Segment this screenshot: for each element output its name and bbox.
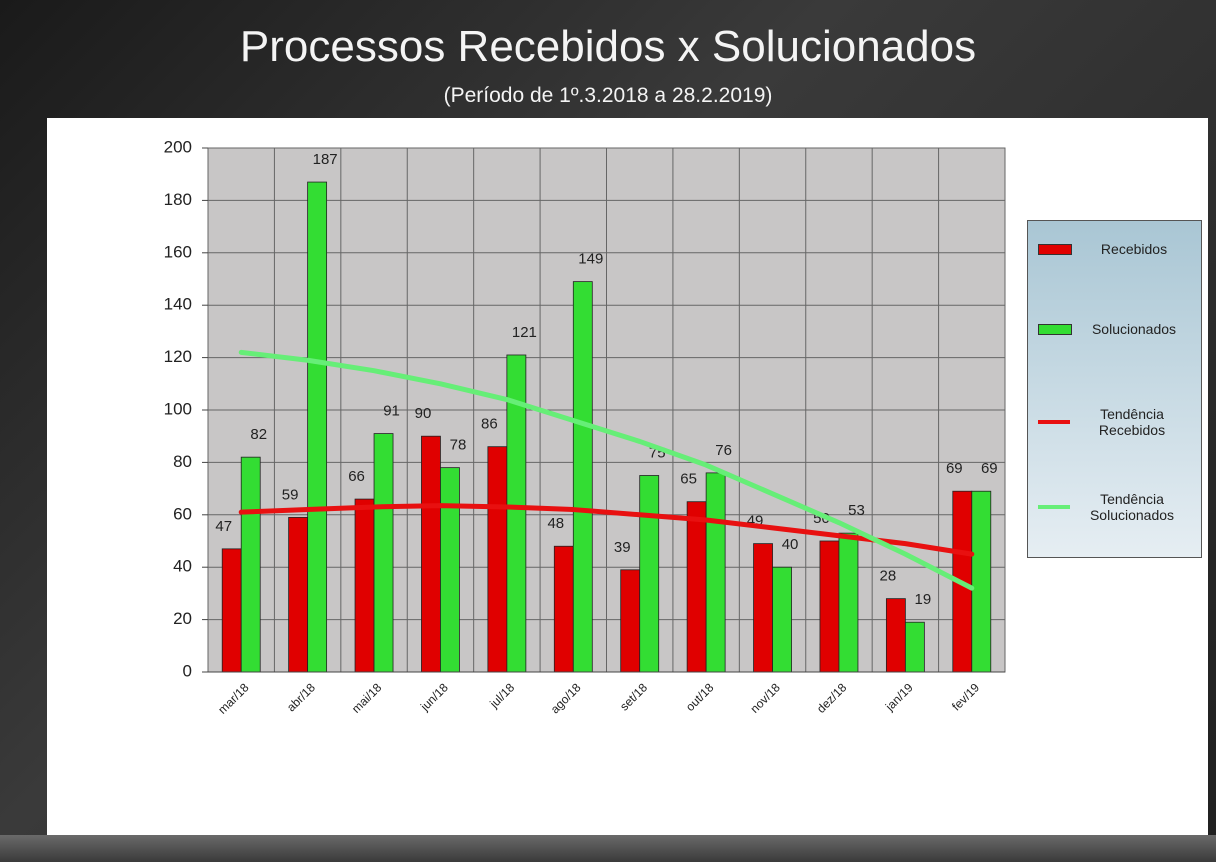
legend-label: Recebidos bbox=[1100, 241, 1168, 257]
bar bbox=[221, 548, 242, 673]
data-label: 69 bbox=[946, 460, 963, 477]
data-label: 187 bbox=[313, 151, 338, 168]
bar bbox=[772, 566, 792, 673]
data-label: 39 bbox=[614, 539, 631, 556]
y-tick-label: 60 bbox=[173, 504, 192, 523]
bar bbox=[620, 569, 641, 673]
y-tick-label: 20 bbox=[173, 609, 192, 628]
data-label: 19 bbox=[915, 591, 932, 608]
trend-line bbox=[238, 349, 975, 591]
x-tick-label: ago/18 bbox=[548, 680, 584, 716]
data-label: 66 bbox=[348, 468, 365, 485]
bar bbox=[421, 435, 441, 673]
data-label: 47 bbox=[215, 518, 232, 535]
bar bbox=[487, 446, 508, 673]
data-label: 48 bbox=[547, 515, 564, 532]
bar bbox=[639, 475, 660, 673]
data-label: 82 bbox=[250, 426, 267, 443]
legend-entry: Tendência Solucionados bbox=[1038, 491, 1198, 523]
data-label: 40 bbox=[782, 536, 799, 553]
bar bbox=[686, 501, 707, 673]
bar bbox=[705, 472, 726, 673]
bar bbox=[753, 543, 773, 673]
bar bbox=[904, 621, 925, 673]
legend-label: Solucionados bbox=[1091, 321, 1177, 337]
bar bbox=[307, 181, 328, 673]
legend-label: Tendência Recebidos bbox=[1098, 406, 1166, 438]
bar bbox=[553, 545, 574, 673]
bar bbox=[373, 433, 394, 673]
x-tick-label: out/18 bbox=[683, 680, 717, 714]
x-tick-label: dez/18 bbox=[814, 680, 850, 716]
bar bbox=[838, 532, 859, 673]
x-tick-label: fev/19 bbox=[949, 680, 982, 713]
x-tick-label: set/18 bbox=[617, 680, 650, 713]
bar bbox=[440, 467, 460, 673]
bar bbox=[354, 498, 375, 673]
y-tick-label: 0 bbox=[183, 661, 192, 680]
data-label: 91 bbox=[383, 403, 400, 420]
x-tick-label: jun/18 bbox=[417, 680, 451, 714]
chart-subtitle: (Período de 1º.3.2018 a 28.2.2019) bbox=[443, 84, 773, 107]
bar bbox=[288, 517, 309, 673]
data-label: 78 bbox=[450, 437, 467, 454]
x-tick-label: mai/18 bbox=[349, 680, 385, 716]
x-tick-label: abr/18 bbox=[284, 680, 318, 714]
y-tick-label: 80 bbox=[173, 452, 192, 471]
x-tick-label: jan/19 bbox=[882, 680, 916, 714]
data-label: 121 bbox=[512, 324, 537, 341]
data-label: 53 bbox=[848, 502, 865, 519]
bar bbox=[971, 490, 992, 673]
legend: Recebidos Solucionados Tendência Recebidos… bbox=[1027, 220, 1202, 558]
data-label: 59 bbox=[282, 486, 299, 503]
bar bbox=[240, 456, 261, 673]
data-label: 86 bbox=[481, 416, 498, 433]
y-tick-label: 120 bbox=[164, 347, 192, 366]
data-label: 149 bbox=[578, 251, 603, 268]
bar bbox=[819, 540, 840, 673]
y-tick-label: 200 bbox=[164, 137, 192, 156]
data-label: 28 bbox=[880, 568, 897, 585]
y-tick-label: 180 bbox=[164, 190, 192, 209]
y-tick-label: 160 bbox=[164, 242, 192, 261]
legend-entry: Recebidos bbox=[1038, 241, 1198, 257]
bar bbox=[885, 598, 906, 673]
data-label: 69 bbox=[981, 460, 998, 477]
x-tick-label: mar/18 bbox=[215, 680, 252, 717]
legend-swatch bbox=[1038, 243, 1072, 255]
legend-entry: Solucionados bbox=[1038, 321, 1198, 337]
bottom-strip bbox=[0, 835, 1216, 862]
bar bbox=[572, 281, 593, 673]
x-tick-label: jul/18 bbox=[486, 680, 517, 711]
legend-swatch bbox=[1038, 420, 1070, 424]
legend-swatch bbox=[1038, 323, 1072, 335]
y-tick-label: 140 bbox=[164, 295, 192, 314]
legend-swatch bbox=[1038, 505, 1070, 509]
data-label: 76 bbox=[715, 442, 732, 459]
trend-line bbox=[238, 503, 975, 557]
legend-entry: Tendência Recebidos bbox=[1038, 406, 1198, 438]
y-tick-label: 40 bbox=[173, 557, 192, 576]
legend-label: Tendência Solucionados bbox=[1089, 491, 1175, 523]
data-label: 90 bbox=[415, 405, 432, 422]
data-label: 65 bbox=[680, 471, 697, 488]
y-tick-label: 100 bbox=[164, 399, 192, 418]
chart-title: Processos Recebidos x Solucionados bbox=[239, 22, 977, 71]
x-tick-label: nov/18 bbox=[748, 680, 784, 716]
